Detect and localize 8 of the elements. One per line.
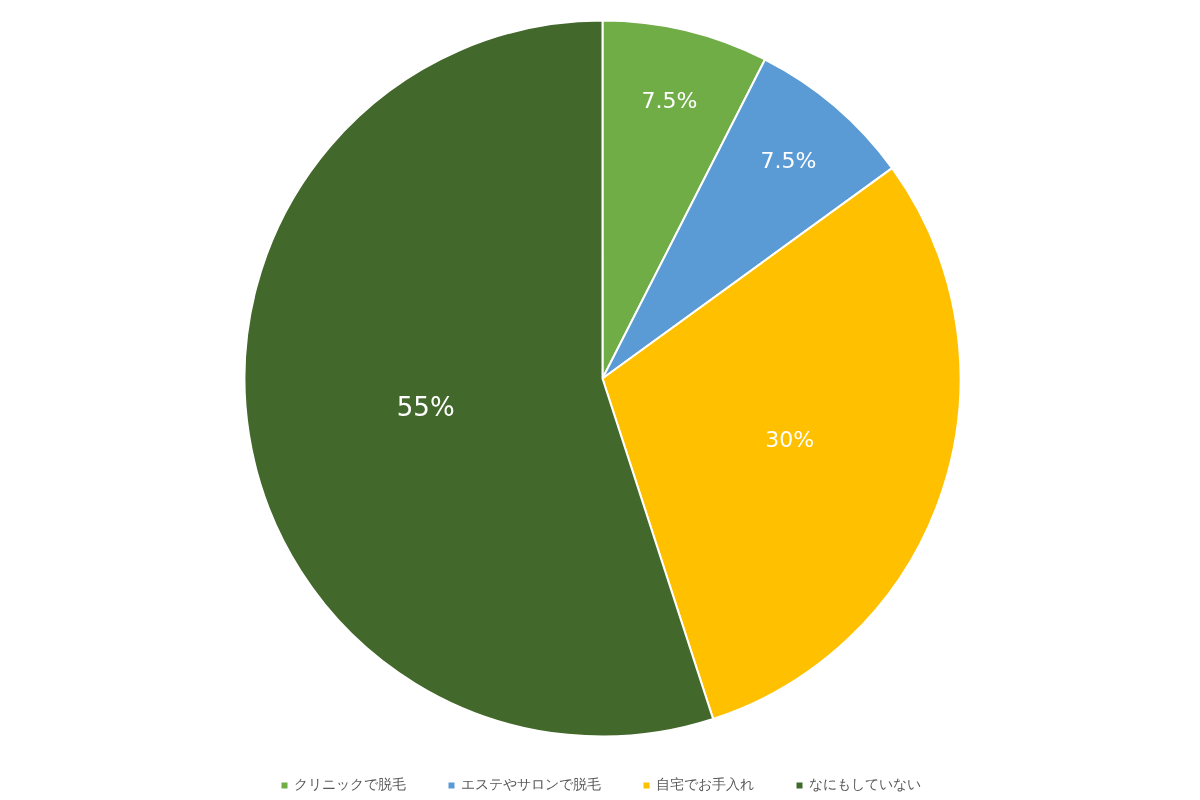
data-label: 55% (396, 391, 455, 422)
legend-label: エステやサロンで脱毛 (461, 776, 601, 794)
legend-label: クリニックで脱毛 (294, 776, 406, 794)
legend-label: 自宅でお手入れ (656, 776, 754, 794)
data-label: 7.5% (641, 87, 698, 113)
legend-label: なにもしていない (809, 776, 921, 794)
data-label: 7.5% (760, 148, 817, 174)
data-label: 30% (765, 426, 815, 452)
